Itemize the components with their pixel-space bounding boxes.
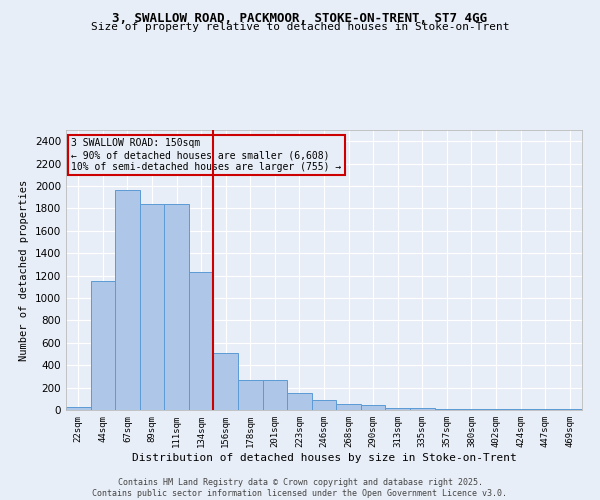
Text: Contains HM Land Registry data © Crown copyright and database right 2025.
Contai: Contains HM Land Registry data © Crown c… [92, 478, 508, 498]
Bar [385, 408, 410, 410]
Bar [214, 353, 238, 410]
Text: Size of property relative to detached houses in Stoke-on-Trent: Size of property relative to detached ho… [91, 22, 509, 32]
Bar [434, 409, 459, 410]
Bar [312, 400, 336, 410]
X-axis label: Distribution of detached houses by size in Stoke-on-Trent: Distribution of detached houses by size … [131, 452, 517, 462]
Y-axis label: Number of detached properties: Number of detached properties [19, 180, 29, 360]
Bar [410, 408, 434, 410]
Text: 3 SWALLOW ROAD: 150sqm
← 90% of detached houses are smaller (6,608)
10% of semi-: 3 SWALLOW ROAD: 150sqm ← 90% of detached… [71, 138, 341, 172]
Bar [459, 408, 484, 410]
Bar [336, 404, 361, 410]
Bar [140, 204, 164, 410]
Text: 3, SWALLOW ROAD, PACKMOOR, STOKE-ON-TRENT, ST7 4GG: 3, SWALLOW ROAD, PACKMOOR, STOKE-ON-TREN… [113, 12, 487, 26]
Bar [287, 392, 312, 410]
Bar [91, 281, 115, 410]
Bar [164, 204, 189, 410]
Bar [189, 272, 214, 410]
Bar [115, 190, 140, 410]
Bar [557, 409, 582, 410]
Bar [361, 405, 385, 410]
Bar [263, 380, 287, 410]
Bar [66, 407, 91, 410]
Bar [238, 380, 263, 410]
